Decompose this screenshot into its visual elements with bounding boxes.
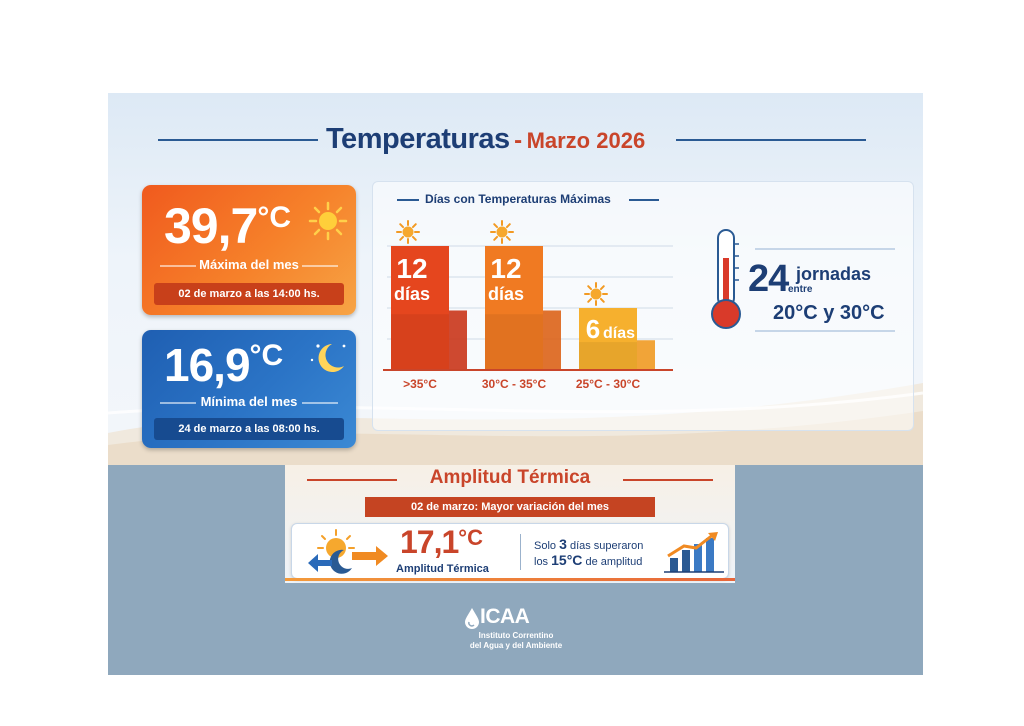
label-deco-left: [160, 265, 196, 267]
label-deco-right: [302, 265, 338, 267]
title-separator: -: [514, 127, 523, 154]
min-date: 24 de marzo a las 08:00 hs.: [154, 418, 344, 440]
title-subtitle: Marzo 2026: [526, 128, 646, 153]
bar-step: [635, 340, 655, 370]
amplitud-ribbon: 02 de marzo: Mayor variación del mes: [365, 497, 655, 517]
title-line-left: [158, 139, 318, 141]
amplitud-box: 17,1°C Amplitud Térmica Solo 3 días supe…: [291, 523, 729, 579]
infographic: Temperaturas - Marzo 2026 39,7°C Máxima …: [108, 93, 923, 675]
jornadas-count: 24 jornadas: [748, 258, 871, 301]
amp-fact-line2: los 15°C de amplitud: [534, 552, 642, 568]
title-line-right: [676, 139, 866, 141]
amp-value-text: 17,1: [400, 524, 459, 560]
fact-pre: Solo: [534, 540, 557, 552]
bar-1: [391, 246, 449, 370]
jornadas-word: jornadas: [796, 264, 872, 284]
fact2-post: de amplitud: [585, 556, 643, 568]
moon-icon: [310, 344, 346, 372]
bar-sun-icon: [490, 220, 514, 244]
bar-label-word: días: [394, 284, 430, 304]
water-drop-icon: [465, 608, 479, 629]
logo-name: ICAA: [480, 605, 530, 628]
amp-unit: °C: [458, 525, 483, 550]
amp-divider: [520, 534, 521, 570]
jornadas-range: 20°C y 30°C: [773, 302, 885, 324]
fact2-pre: los: [534, 556, 549, 568]
thermometer-icon: [711, 229, 741, 329]
bar-shade: [391, 314, 449, 370]
thermo-line-top: [755, 248, 895, 250]
sun-moon-cycle-icon: [308, 529, 388, 574]
chart-panel: Días con Temperaturas Máximas 12 días >35°…: [372, 181, 914, 431]
max-unit: °C: [257, 201, 291, 234]
bar-shade: [579, 342, 637, 370]
amplitud-value: 17,1°C: [400, 524, 483, 561]
page-title: Temperaturas - Marzo 2026: [326, 123, 645, 156]
chart-title: Días con Temperaturas Máximas: [425, 192, 611, 206]
bar-sun-icon: [396, 220, 420, 244]
bar-step: [541, 310, 561, 370]
category-label: 25°C - 30°C: [576, 377, 641, 391]
logo-line1: Instituto Correntino: [478, 631, 554, 640]
title-main: Temperaturas: [326, 123, 510, 155]
max-temp-card: 39,7°C Máxima del mes 02 de marzo a las …: [142, 185, 356, 315]
fact2-num: 15°C: [551, 552, 583, 568]
logo-line2: del Agua y del Ambiente: [469, 641, 563, 650]
bar-label-word: días: [488, 284, 524, 304]
min-temp-card: 16,9°C Mínima del mes 24 de marzo a las …: [142, 330, 356, 448]
bar-label-number: 12: [490, 253, 521, 284]
amplitud-panel: Amplitud Térmica 02 de marzo: Mayor vari…: [285, 465, 735, 583]
chart-title-line-left: [397, 199, 419, 201]
jornadas-between: entre: [788, 284, 813, 295]
bar-label-number: 6: [586, 314, 600, 344]
category-label: 30°C - 35°C: [482, 377, 547, 391]
amp-title-line-right: [623, 479, 713, 481]
amplitud-title: Amplitud Térmica: [429, 467, 591, 488]
min-temp-value: 16,9°C: [164, 338, 283, 392]
amp-title-line-left: [307, 479, 397, 481]
label-deco-left: [160, 402, 196, 404]
bar-3: [579, 308, 637, 370]
max-temp-value: 39,7°C: [164, 197, 291, 255]
min-value-text: 16,9: [164, 339, 251, 391]
bar-label-word: días: [603, 325, 635, 342]
max-date: 02 de marzo a las 14:00 hs.: [154, 283, 344, 305]
max-value-text: 39,7: [164, 198, 258, 254]
category-label: >35°C: [403, 377, 437, 391]
bar-step: [447, 310, 467, 370]
amplitud-value-label: Amplitud Térmica: [396, 563, 489, 575]
min-unit: °C: [249, 339, 284, 372]
thermo-line-bottom: [755, 330, 895, 332]
sun-icon: [308, 201, 348, 241]
amp-fact-line1: Solo 3 días superaron: [534, 536, 643, 552]
max-label: Máxima del mes: [199, 257, 299, 272]
fact-post: días superaron: [569, 540, 644, 552]
label-deco-right: [302, 402, 338, 404]
chart-title-line-right: [629, 199, 659, 201]
rising-bars-icon: [664, 532, 724, 573]
bar-label-number: 12: [396, 253, 427, 284]
min-label: Mínima del mes: [200, 394, 298, 409]
bar-sun-icon: [584, 282, 608, 306]
amp-underline: [285, 578, 735, 581]
bar-2: [485, 246, 543, 370]
jornadas-number: 24: [748, 258, 789, 300]
fact-num: 3: [559, 536, 567, 552]
title-row: Temperaturas - Marzo 2026: [108, 121, 923, 157]
bar-shade: [485, 314, 543, 370]
